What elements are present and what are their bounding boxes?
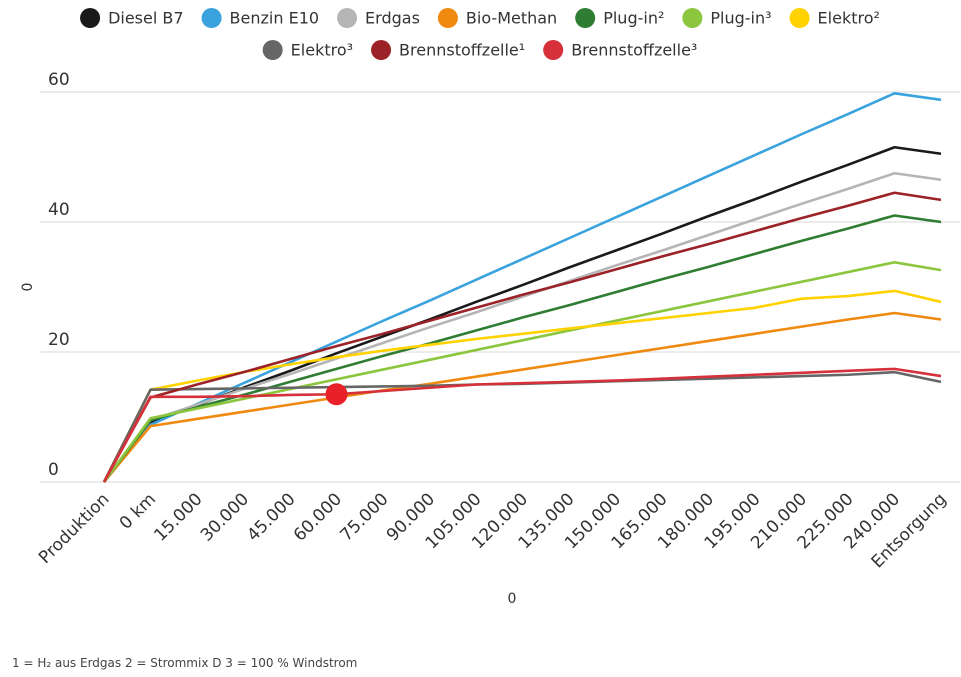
y-tick-label: 0 [48, 460, 59, 480]
line [102, 171, 942, 483]
legend-swatch [337, 8, 358, 28]
legend-label: Diesel B7 [108, 9, 183, 28]
x-tick-label: Produktion [35, 489, 113, 567]
legend-swatch [682, 8, 703, 28]
line [102, 370, 942, 483]
legend-label: Plug-in³ [710, 9, 771, 28]
legend-item: Bio-Methan [437, 8, 557, 28]
legend-label: Benzin E10 [230, 9, 320, 28]
legend-swatch [575, 8, 596, 28]
legend-swatch [80, 8, 101, 28]
legend-swatch [543, 40, 564, 60]
y-tick-label: 20 [48, 330, 70, 350]
legend-item: Brennstoffzelle¹ [371, 40, 525, 60]
y-tick-label: 60 [48, 70, 70, 90]
legend-item: Elektro³ [262, 40, 353, 60]
line [102, 92, 942, 483]
legend: Diesel B7 Benzin E10 Erdgas Bio-Methan Plug-… [80, 8, 880, 60]
legend-label: Elektro³ [291, 41, 353, 60]
line [102, 260, 942, 483]
legend-label: Elektro² [818, 9, 880, 28]
legend-label: Bio-Methan [466, 9, 557, 28]
legend-item: Elektro² [789, 8, 880, 28]
x-tick-label: 15.000 [150, 489, 206, 545]
y-axis-label: 0 [20, 283, 36, 292]
legend-label: Erdgas [365, 9, 420, 28]
line [102, 145, 942, 483]
x-tick-label: 75.000 [336, 489, 392, 545]
legend-item: Plug-in³ [682, 8, 772, 28]
highlight-point [325, 383, 348, 406]
legend-swatch [437, 8, 458, 28]
legend-swatch [371, 40, 392, 60]
line [102, 367, 942, 483]
legend-swatch [262, 40, 283, 60]
legend-label: Plug-in² [603, 9, 664, 28]
x-tick-label: 45.000 [243, 489, 299, 545]
x-tick-label: 60.000 [290, 489, 346, 545]
line [103, 311, 942, 483]
legend-item: Benzin E10 [201, 8, 320, 28]
legend-label: Brennstoffzelle¹ [399, 41, 525, 60]
legend-item: Plug-in² [575, 8, 664, 28]
line [102, 214, 942, 483]
legend-item: Diesel B7 [80, 8, 184, 28]
legend-swatch [789, 8, 810, 28]
legend-swatch [201, 8, 222, 28]
legend-item: Brennstoffzelle³ [543, 40, 697, 60]
x-axis-label: 0 [508, 591, 517, 607]
footnote: 1 = H₂ aus Erdgas 2 = Strommix D 3 = 100… [12, 656, 357, 670]
y-tick-label: 40 [48, 200, 70, 220]
legend-label: Brennstoffzelle³ [571, 41, 697, 60]
legend-item: Erdgas [337, 8, 420, 28]
line [102, 191, 942, 483]
x-tick-label: 30.000 [197, 489, 253, 545]
line [102, 289, 942, 483]
